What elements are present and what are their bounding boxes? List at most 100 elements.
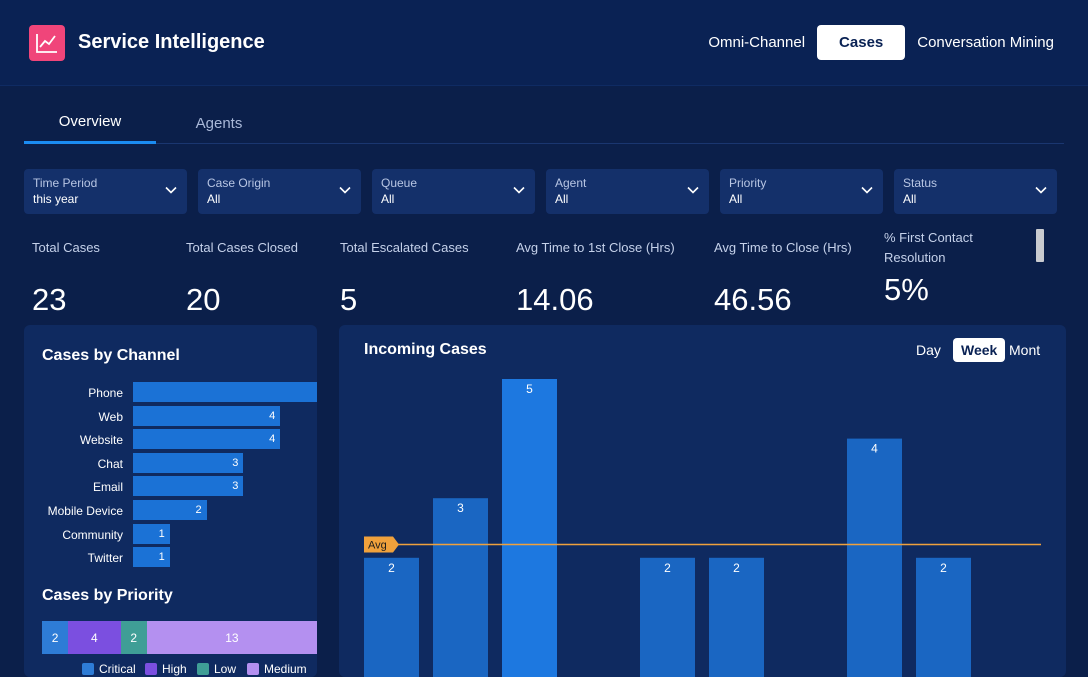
chevron-down-icon [165,186,177,194]
priority-legend-item: Low [197,662,236,676]
kpi-label: Total Cases [32,240,100,255]
filter-value: All [903,192,917,206]
kpi-avg-time-first-close: Avg Time to 1st Close (Hrs) 14.06 [516,238,675,317]
incoming-bar[interactable] [709,557,764,677]
tab-agents[interactable]: Agents [195,114,243,132]
channel-label: Web [98,409,123,424]
kpi-value: 5% [884,272,929,307]
channel-label: Community [62,527,123,542]
chevron-down-icon [687,186,699,194]
granularity-week[interactable]: Week [953,338,1006,362]
filter-value: All [207,192,221,206]
channel-bar[interactable] [133,547,170,569]
nav-omni-channel[interactable]: Omni-Channel [708,34,806,51]
channel-bar[interactable] [133,382,317,403]
chevron-down-icon [1035,186,1047,194]
channel-value-label: 3 [232,456,239,469]
incoming-bar-label: 3 [457,501,464,515]
channel-label: Chat [97,456,123,471]
filter-status[interactable]: Status All [894,169,1057,214]
app-logo [29,25,65,61]
cases-by-channel-title: Cases by Channel [42,347,180,364]
granularity-month[interactable]: Mont [1009,342,1041,358]
kpi-value: 20 [186,282,221,317]
channel-bar[interactable] [133,429,281,451]
priority-segment[interactable]: 13 [146,621,317,654]
filter-label: Time Period [33,176,98,190]
top-nav: Omni-Channel Cases Conversation Mining [698,25,1064,60]
incoming-bar[interactable] [847,438,902,677]
channel-value-label: 4 [269,409,276,422]
channel-bar[interactable] [133,405,281,427]
kpi-row: Total Cases 23 Total Cases Closed 20 Tot… [24,228,1064,317]
legend-label: High [162,662,187,676]
filter-value: All [729,192,743,206]
channel-value-label: 4 [269,433,276,446]
filter-label: Queue [381,176,418,190]
kpi-label: Total Escalated Cases [340,240,469,255]
incoming-bar-label: 2 [388,561,395,575]
filter-value: All [555,192,569,206]
legend-label: Medium [264,662,307,676]
incoming-bar[interactable] [502,379,557,677]
kpi-total-cases-closed: Total Cases Closed 20 [186,238,298,317]
priority-segment[interactable]: 4 [68,621,121,654]
filter-time-period[interactable]: Time Period this year [24,169,187,214]
kpi-value: 14.06 [516,282,594,317]
kpi-label: Resolution [884,250,946,265]
line-chart-icon [36,34,57,53]
chevron-down-icon [861,186,873,194]
kpi-scrollbar[interactable] [1036,229,1044,262]
legend-swatch [197,663,209,675]
filter-label: Priority [729,176,767,190]
granularity-day[interactable]: Day [916,342,941,358]
channel-value-label: 2 [195,504,202,516]
incoming-bar[interactable] [916,557,971,677]
channel-bar[interactable] [133,500,207,521]
channel-label: Twitter [87,551,123,566]
filter-agent[interactable]: Agent All [546,169,709,214]
legend-swatch [82,663,94,675]
incoming-bar-label: 5 [526,382,533,396]
filter-priority[interactable]: Priority All [720,169,883,214]
channel-value-label: 1 [158,551,165,564]
kpi-value: 46.56 [714,282,792,317]
filter-queue[interactable]: Queue All [372,169,535,214]
kpi-value: 23 [32,282,67,317]
kpi-avg-time-close: Avg Time to Close (Hrs) 46.56 [714,238,852,317]
channel-label: Website [79,433,123,448]
legend-swatch [145,663,157,675]
page-tabs: Overview Agents [24,102,1064,144]
filter-label: Case Origin [207,176,271,190]
tab-overview[interactable]: Overview [24,102,156,144]
filter-value: All [381,192,395,206]
kpi-first-contact-resolution: % First Contact Resolution 5% [884,228,973,307]
channel-bar[interactable] [133,476,244,498]
priority-segment[interactable]: 2 [42,621,69,654]
channel-bar[interactable] [133,452,244,474]
priority-segment[interactable]: 2 [120,621,147,654]
legend-label: Low [214,662,237,676]
kpi-value: 5 [340,282,358,317]
channel-label: Mobile Device [47,504,123,518]
filter-bar: Time Period this year Case Origin All Qu… [24,169,1057,214]
kpi-total-cases: Total Cases 23 [32,238,100,317]
avg-tag [364,536,399,553]
kpi-total-escalated-cases: Total Escalated Cases 5 [340,238,469,317]
incoming-bar-label: 4 [871,442,878,456]
filter-value: this year [33,192,79,206]
chevron-down-icon [513,186,525,194]
nav-conversation-mining[interactable]: Conversation Mining [917,34,1054,51]
kpi-label: Avg Time to 1st Close (Hrs) [516,240,675,255]
app-header: Service Intelligence Omni-Channel Cases … [0,0,1088,86]
avg-label: Avg [368,540,387,552]
channel-value-label: 1 [158,527,165,540]
incoming-bar[interactable] [640,557,695,677]
incoming-bar[interactable] [433,498,488,677]
filter-case-origin[interactable]: Case Origin All [198,169,361,214]
incoming-bar[interactable] [364,557,419,677]
chevron-down-icon [339,186,351,194]
channel-bar[interactable] [133,523,170,545]
kpi-label: Total Cases Closed [186,240,298,255]
nav-cases[interactable]: Cases [817,25,906,60]
